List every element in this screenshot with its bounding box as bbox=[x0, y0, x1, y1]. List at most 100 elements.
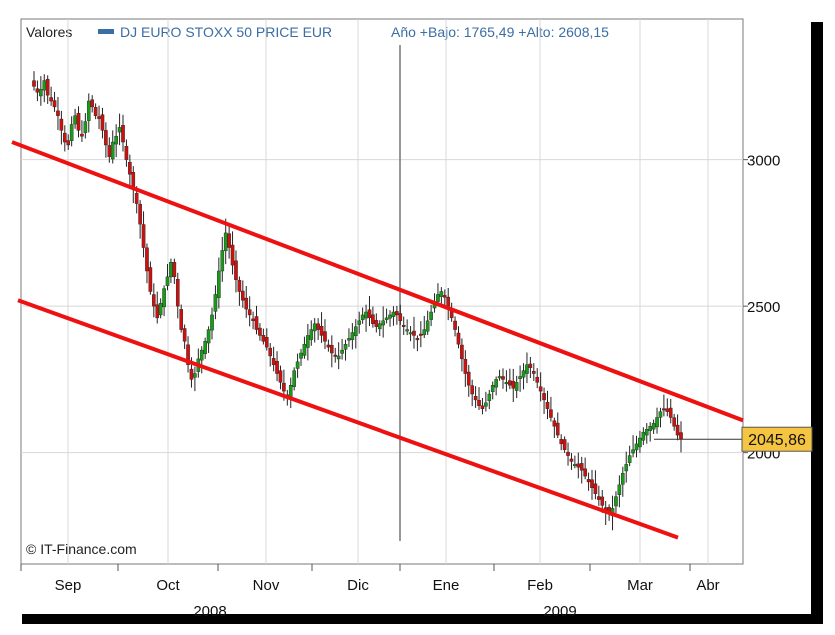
candle-body bbox=[631, 449, 635, 454]
candle-body bbox=[401, 324, 406, 327]
candle-body bbox=[121, 125, 125, 143]
candle-body bbox=[152, 294, 156, 307]
candle-body bbox=[446, 296, 451, 307]
candle-body bbox=[508, 380, 512, 386]
candle-body bbox=[545, 401, 550, 409]
candle-body bbox=[463, 359, 468, 374]
candle-body bbox=[73, 115, 77, 125]
candle-body bbox=[312, 323, 317, 332]
candle-body bbox=[528, 363, 533, 368]
candle-body bbox=[371, 314, 375, 324]
candle-body bbox=[518, 376, 522, 379]
candle-body bbox=[374, 320, 379, 327]
x-tick-label: Nov bbox=[253, 577, 280, 594]
candle-body bbox=[241, 290, 245, 301]
candle-body bbox=[316, 323, 320, 330]
trend-channels bbox=[11, 140, 744, 540]
x-tick-label: Feb bbox=[527, 577, 553, 594]
candle-body bbox=[525, 364, 529, 374]
candle-body bbox=[319, 325, 324, 336]
candle-body bbox=[542, 393, 546, 401]
candle-body bbox=[490, 385, 495, 392]
candle-body bbox=[104, 130, 108, 146]
candle-body bbox=[199, 349, 204, 361]
candle-body bbox=[299, 352, 303, 359]
candle-body bbox=[49, 97, 53, 102]
candle-body bbox=[220, 250, 225, 272]
candle-body bbox=[679, 432, 683, 440]
candle-body bbox=[268, 347, 273, 357]
year-label: 2009 bbox=[543, 603, 576, 620]
candle-body bbox=[217, 270, 221, 298]
candle-body bbox=[593, 483, 598, 494]
candle-body bbox=[59, 118, 64, 131]
candle-body bbox=[614, 496, 618, 507]
candle-body bbox=[66, 140, 71, 146]
candle-body bbox=[80, 133, 84, 137]
candle-body bbox=[436, 294, 440, 302]
year-label: 2008 bbox=[193, 603, 226, 620]
candle-body bbox=[497, 376, 502, 379]
grid-lines bbox=[21, 19, 743, 564]
candle-body bbox=[323, 331, 327, 342]
candle-body bbox=[141, 224, 146, 248]
candle-body bbox=[549, 409, 553, 418]
x-tick-label: Sep bbox=[55, 577, 82, 594]
candle-body bbox=[237, 280, 242, 292]
candle-body bbox=[264, 337, 269, 348]
candle-body bbox=[292, 370, 296, 387]
candle-body bbox=[63, 132, 67, 143]
candle-body bbox=[223, 232, 228, 252]
header-range-text: Año +Bajo: 1765,49 +Alto: 2608,15 bbox=[391, 24, 609, 40]
header-label: Valores bbox=[26, 24, 72, 40]
candle-body bbox=[484, 402, 488, 407]
candle-body bbox=[644, 429, 649, 436]
candle-body bbox=[148, 267, 153, 292]
candle-body bbox=[429, 311, 433, 320]
candle-body bbox=[302, 344, 307, 356]
candle-body bbox=[244, 297, 249, 310]
candle-body bbox=[114, 136, 118, 145]
candle-body bbox=[600, 496, 605, 506]
candle-body bbox=[552, 420, 557, 427]
candle-body bbox=[569, 458, 574, 462]
candle-body bbox=[665, 408, 670, 412]
candle-body bbox=[627, 455, 632, 463]
candle-body bbox=[282, 382, 286, 392]
candle-body bbox=[638, 437, 642, 448]
candle-body bbox=[35, 88, 40, 93]
candle-body bbox=[340, 349, 344, 354]
candle-body bbox=[442, 295, 447, 298]
candle-body bbox=[408, 332, 413, 335]
candle-body bbox=[45, 78, 50, 96]
candle-body bbox=[494, 379, 498, 388]
candle-body bbox=[658, 411, 663, 418]
x-tick-label: Abr bbox=[696, 577, 719, 594]
candle-body bbox=[597, 496, 601, 500]
candle-body bbox=[326, 344, 331, 348]
candle-body bbox=[69, 124, 74, 141]
candle-body bbox=[258, 327, 262, 336]
candle-body bbox=[648, 426, 652, 431]
candle-body bbox=[189, 368, 194, 380]
candle-body bbox=[559, 439, 563, 445]
candle-body bbox=[391, 311, 396, 317]
channel-upper-line bbox=[11, 140, 744, 423]
candle-body bbox=[514, 382, 519, 391]
candle-body bbox=[247, 309, 252, 316]
x-tick-label: Mar bbox=[627, 577, 653, 594]
candle-body bbox=[155, 304, 160, 319]
candle-body bbox=[117, 127, 122, 133]
candle-body bbox=[93, 107, 98, 116]
candle-body bbox=[583, 468, 587, 477]
candle-body bbox=[586, 479, 591, 483]
candle-body bbox=[357, 320, 362, 325]
last-price-box bbox=[741, 426, 813, 452]
candle-body bbox=[662, 408, 666, 411]
candle-body bbox=[39, 89, 43, 97]
candle-body bbox=[419, 333, 423, 336]
candle-body bbox=[165, 276, 170, 286]
candle-body bbox=[230, 244, 235, 266]
candle-body bbox=[145, 247, 149, 272]
